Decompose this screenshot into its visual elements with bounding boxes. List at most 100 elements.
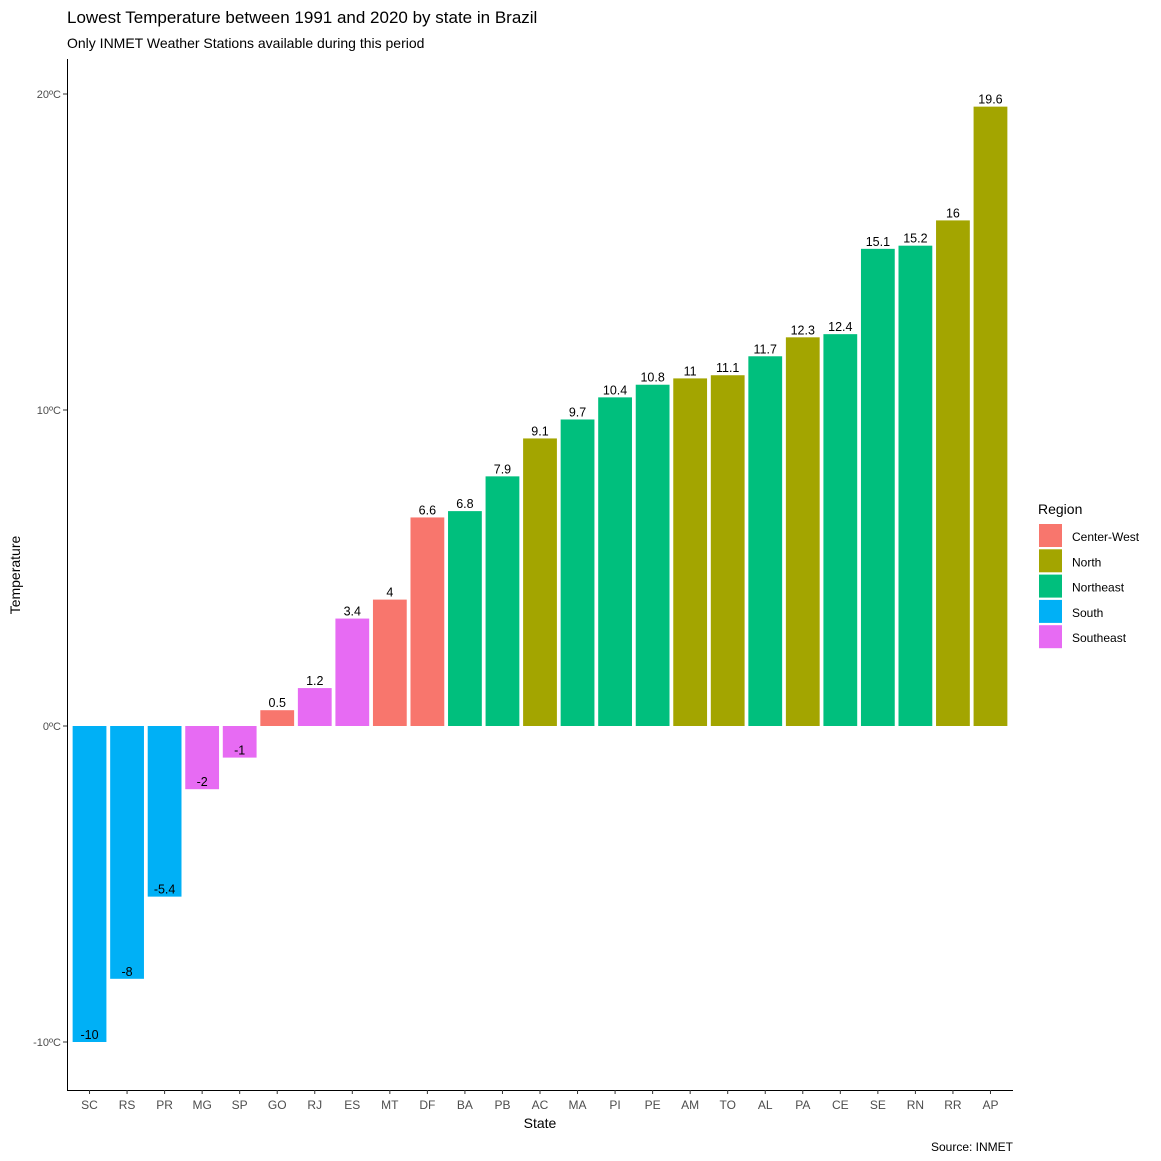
bar-label-rj: 1.2 bbox=[306, 674, 323, 688]
bar-label-sc: -10 bbox=[80, 1028, 98, 1042]
bar-ma bbox=[560, 419, 595, 726]
x-tick-label-se: SE bbox=[870, 1098, 886, 1112]
bar-ac bbox=[523, 438, 557, 726]
legend-swatch-south bbox=[1039, 599, 1062, 623]
bar-rs bbox=[110, 726, 144, 979]
legend-swatch-center-west bbox=[1039, 524, 1062, 547]
x-tick-label-ma: MA bbox=[569, 1098, 587, 1112]
bar-pe bbox=[635, 384, 670, 726]
bar-ap bbox=[973, 106, 1008, 726]
bar-label-ba: 6.8 bbox=[456, 497, 473, 511]
x-tick-label-df: DF bbox=[419, 1098, 435, 1112]
bar-ba bbox=[448, 511, 482, 726]
x-tick-label-pa: PA bbox=[795, 1098, 810, 1112]
bar-label-pb: 7.9 bbox=[494, 462, 511, 476]
x-tick-label-ac: AC bbox=[532, 1098, 549, 1112]
x-tick-label-ap: AP bbox=[982, 1098, 998, 1112]
bar-al bbox=[748, 356, 783, 726]
legend-swatch-northeast bbox=[1039, 574, 1062, 598]
bar-label-mt: 4 bbox=[386, 586, 393, 600]
bar-label-am: 11 bbox=[684, 364, 697, 378]
x-tick-label-to: TO bbox=[719, 1098, 735, 1112]
legend-label-south: South bbox=[1072, 606, 1103, 620]
bar-label-to: 11.1 bbox=[716, 361, 739, 375]
x-tick-label-ce: CE bbox=[832, 1098, 849, 1112]
bar-label-rs: -8 bbox=[121, 965, 132, 979]
bar-label-rn: 15.2 bbox=[903, 232, 927, 246]
legend-swatch-southeast bbox=[1039, 625, 1062, 649]
x-tick-label-pi: PI bbox=[609, 1098, 620, 1112]
bar-label-ap: 19.6 bbox=[978, 93, 1002, 107]
chart-caption: Source: INMET bbox=[931, 1140, 1014, 1154]
bar-to bbox=[710, 375, 745, 726]
chart-subtitle: Only INMET Weather Stations available du… bbox=[67, 35, 424, 51]
x-tick-label-al: AL bbox=[758, 1098, 773, 1112]
bar-label-pa: 12.3 bbox=[791, 323, 815, 337]
bar-label-al: 11.7 bbox=[754, 342, 777, 356]
x-tick-label-rn: RN bbox=[907, 1098, 924, 1112]
y-axis-title: Temperature bbox=[7, 535, 23, 614]
legend-swatch-north bbox=[1039, 549, 1062, 573]
x-tick-label-am: AM bbox=[681, 1098, 699, 1112]
x-tick-label-mg: MG bbox=[192, 1098, 211, 1112]
bar-label-es: 3.4 bbox=[344, 605, 361, 619]
bar-label-sp: -1 bbox=[234, 744, 245, 758]
bar-go bbox=[260, 710, 295, 726]
bar-label-pe: 10.8 bbox=[640, 371, 664, 385]
x-tick-label-rs: RS bbox=[119, 1098, 136, 1112]
bar-pr bbox=[147, 726, 182, 897]
bar-sp bbox=[222, 726, 257, 758]
bar-label-df: 6.6 bbox=[419, 503, 436, 517]
bar-label-go: 0.5 bbox=[269, 696, 286, 710]
bar-mt bbox=[372, 599, 407, 726]
y-tick-label-20: 20ºC bbox=[37, 89, 61, 101]
bar-df bbox=[410, 517, 445, 726]
bar-se bbox=[860, 248, 895, 726]
bars-group bbox=[72, 106, 1008, 1042]
legend-label-center-west: Center-West bbox=[1072, 530, 1140, 544]
bar-labels-group: -10 -8 -5.4 -2 -1 0.5 1.2 3.4 4 6.6 6.8 7.9 9.1 9.7 10… bbox=[80, 93, 1002, 1042]
bar-label-rr: 16 bbox=[946, 206, 960, 220]
bar-pa bbox=[785, 337, 820, 726]
x-tick-label-ba: BA bbox=[457, 1098, 473, 1112]
legend: Region Center-West North Northeast South Sou… bbox=[1038, 501, 1140, 649]
bar-es bbox=[335, 618, 370, 726]
bar-label-pr: -5.4 bbox=[154, 883, 176, 897]
chart-title: Lowest Temperature between 1991 and 2020… bbox=[67, 8, 537, 27]
bar-mg bbox=[185, 726, 220, 790]
bar-rj bbox=[297, 688, 332, 726]
x-tick-label-rr: RR bbox=[944, 1098, 962, 1112]
bar-rn bbox=[898, 245, 933, 726]
x-axis-ticks: SC RS PR MG SP GO RJ ES MT DF BA PB AC MA PI PE AM TO AL PA… bbox=[81, 1090, 998, 1112]
x-tick-label-go: GO bbox=[268, 1098, 287, 1112]
legend-label-north: North bbox=[1072, 555, 1101, 569]
x-tick-label-sp: SP bbox=[232, 1098, 248, 1112]
x-tick-label-es: ES bbox=[344, 1098, 360, 1112]
bar-label-mg: -2 bbox=[197, 775, 208, 789]
legend-title: Region bbox=[1038, 501, 1082, 517]
x-tick-label-pr: PR bbox=[156, 1098, 173, 1112]
x-tick-label-rj: RJ bbox=[307, 1098, 322, 1112]
bar-rr bbox=[936, 220, 970, 726]
bar-label-se: 15.1 bbox=[866, 235, 890, 249]
legend-label-southeast: Southeast bbox=[1072, 631, 1127, 645]
y-axis-ticks: -10ºC 0ºC 10ºC 20ºC bbox=[33, 89, 67, 1049]
bar-label-ce: 12.4 bbox=[828, 320, 852, 334]
legend-label-northeast: Northeast bbox=[1072, 581, 1125, 595]
bar-label-ma: 9.7 bbox=[569, 405, 586, 419]
x-tick-label-mt: MT bbox=[381, 1098, 399, 1112]
bar-sc bbox=[72, 726, 107, 1042]
bar-label-pi: 10.4 bbox=[603, 383, 627, 397]
x-axis-title: State bbox=[524, 1115, 557, 1131]
y-tick-label-neg10: -10ºC bbox=[33, 1037, 61, 1049]
bar-am bbox=[673, 378, 708, 726]
bar-pb bbox=[485, 476, 520, 726]
bar-label-ac: 9.1 bbox=[531, 424, 548, 438]
x-tick-label-pb: PB bbox=[494, 1098, 510, 1112]
x-tick-label-pe: PE bbox=[645, 1098, 661, 1112]
y-tick-label-10: 10ºC bbox=[37, 405, 61, 417]
x-tick-label-sc: SC bbox=[81, 1098, 98, 1112]
y-tick-label-0: 0ºC bbox=[43, 721, 61, 733]
bar-pi bbox=[598, 397, 632, 726]
